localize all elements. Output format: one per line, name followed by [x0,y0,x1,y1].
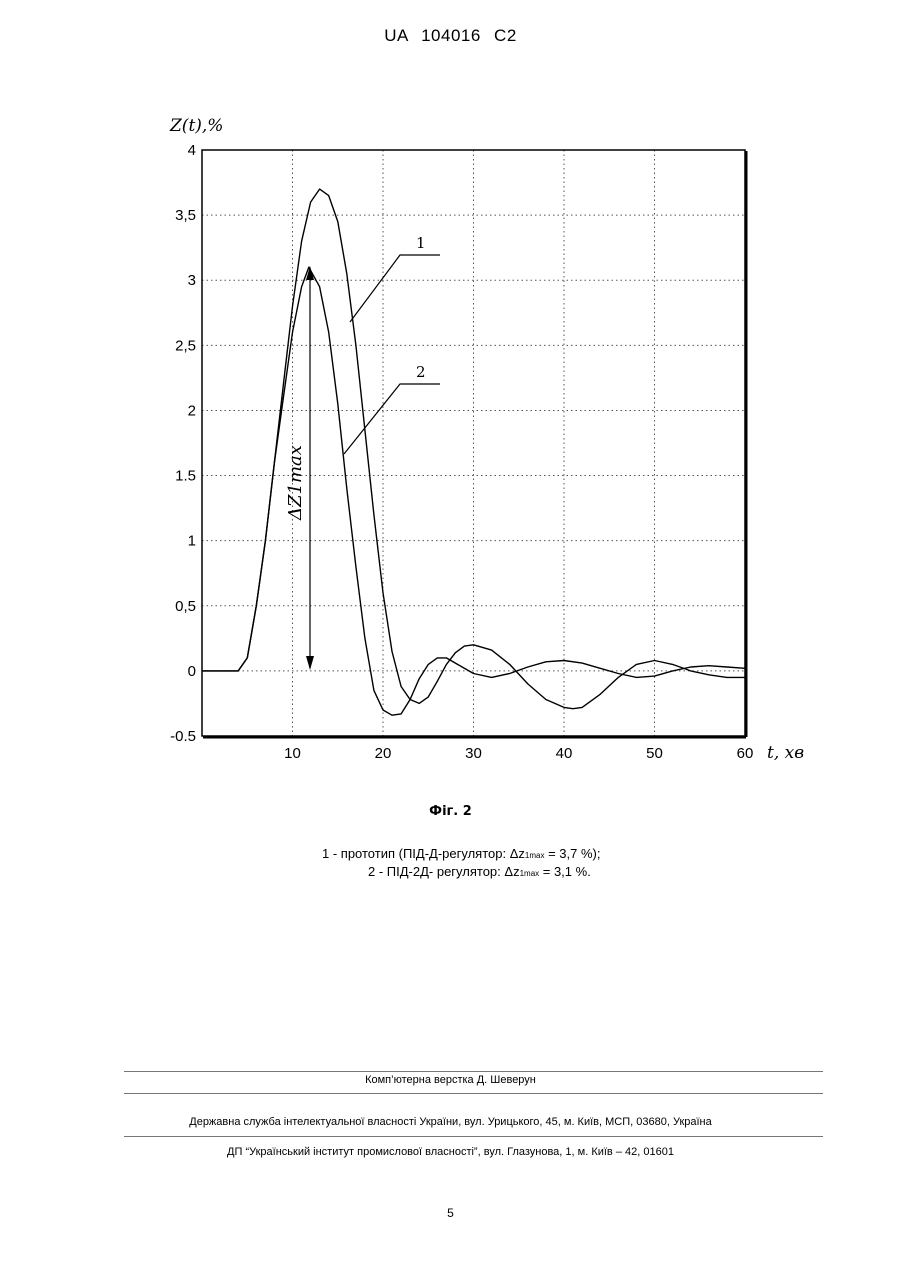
y-tick-label: 1 [188,533,196,550]
legend-2-sub: 1max [520,869,540,878]
layout-credit: Комп’ютерна верстка Д. Шеверун [0,1074,901,1086]
y-tick-label: -0.5 [170,728,196,745]
delta-arrow-head-bottom [306,656,314,670]
document-header: UA 104016 C2 [0,26,901,46]
x-tick-label: 10 [284,745,301,762]
y-tick-label: 1.5 [175,468,196,485]
page-number: 5 [0,1206,901,1220]
y-tick-label: 2 [188,402,196,419]
y-tick-label: 4 [188,142,196,159]
footer-rule-2 [124,1093,823,1094]
agency-address: Державна служба інтелектуальної власност… [0,1116,901,1128]
institute-address: ДП “Український інститут промислової вла… [0,1146,901,1158]
series-2-leader [344,384,440,454]
series-1-label: 1 [416,234,426,252]
y-tick-label: 2,5 [175,337,196,354]
legend-line-1: 1 - прототип (ПІД-Д-регулятор: Δz1max = … [0,846,901,861]
legend-1-prefix: 1 - прототип (ПІД-Д-регулятор: Δz [322,846,525,861]
y-tick-labels: 4 3,5 3 2,5 2 1.5 1 0,5 0 -0.5 [170,142,196,745]
x-tick-label: 30 [465,745,482,762]
chart-grid [202,150,745,736]
delta-annotation: ΔZ1max [285,445,306,521]
y-axis-label: Z(t),% [169,116,223,136]
line-chart: 4 3,5 3 2,5 2 1.5 1 0,5 0 -0.5 10 20 30 40 50 60 Z(t),… [0,100,901,780]
figure-caption: Фіг. 2 [0,804,901,819]
x-tick-labels: 10 20 30 40 50 60 [284,745,753,762]
legend-2-suffix: = 3,1 %. [539,864,591,879]
y-tick-label: 0,5 [175,598,196,615]
series-2-label: 2 [416,363,426,381]
legend-line-2: 2 - ПІД-2Д- регулятор: Δz1max = 3,1 %. [0,864,901,879]
x-tick-label: 50 [646,745,663,762]
legend-2-prefix: 2 - ПІД-2Д- регулятор: Δz [368,864,520,879]
y-tick-label: 3,5 [175,207,196,224]
x-axis-label: t, хв [767,743,804,763]
series-1-leader [350,255,440,322]
x-tick-label: 40 [556,745,573,762]
series-line-2 [202,267,745,715]
y-tick-label: 0 [188,663,196,680]
y-tick-label: 3 [188,272,196,289]
footer-rule-1 [124,1071,823,1072]
legend-1-suffix: = 3,7 %); [544,846,600,861]
x-tick-label: 60 [737,745,754,762]
footer-rule-3 [124,1136,823,1137]
x-tick-label: 20 [375,745,392,762]
legend-1-sub: 1max [525,851,545,860]
